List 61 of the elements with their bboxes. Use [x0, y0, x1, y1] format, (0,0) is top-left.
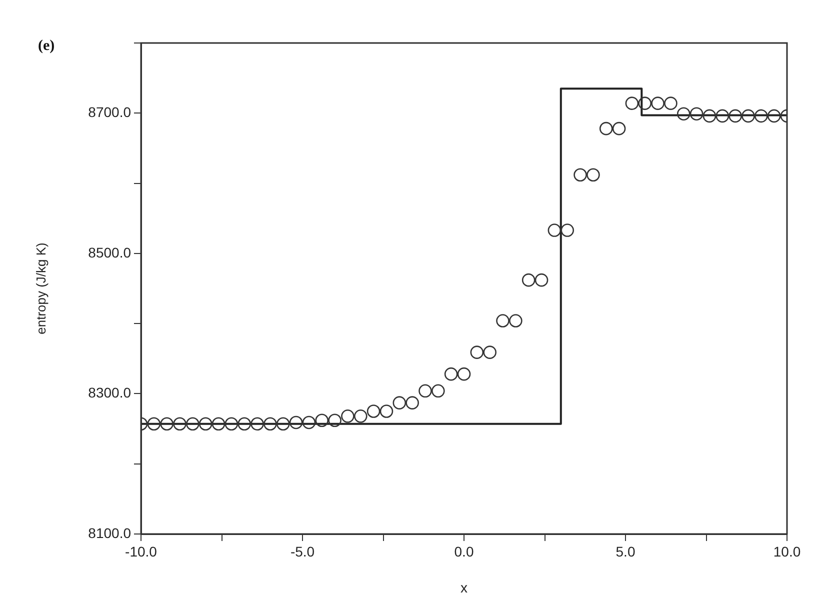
y-tick-label: 8300.0 — [88, 384, 132, 401]
point — [612, 122, 626, 136]
point — [289, 416, 303, 430]
x-tick-label: -10.0 — [125, 543, 158, 560]
point — [198, 417, 212, 431]
y-axis-title: entropy (J/kg K) — [33, 242, 48, 334]
point — [457, 367, 471, 381]
x-axis-title: x — [460, 579, 468, 596]
point — [470, 346, 484, 359]
point — [574, 168, 587, 182]
point — [716, 109, 730, 123]
point — [625, 96, 639, 110]
point — [754, 109, 768, 123]
point — [483, 346, 496, 359]
x-tick-label: 10.0 — [773, 543, 801, 560]
point — [392, 396, 406, 410]
point — [418, 384, 432, 398]
point — [212, 417, 226, 431]
point — [238, 417, 252, 431]
point — [767, 109, 781, 123]
y-tick-label: 8100.0 — [88, 524, 132, 541]
point — [264, 417, 277, 431]
point — [186, 417, 200, 431]
text: (e) — [38, 38, 55, 54]
x-tick-label: 5.0 — [616, 543, 636, 560]
point — [147, 417, 161, 431]
point — [548, 224, 562, 237]
point — [638, 96, 652, 110]
point — [354, 410, 368, 423]
point — [496, 314, 510, 328]
y-tick-label: 8500.0 — [88, 244, 132, 260]
point — [560, 224, 574, 237]
point — [224, 417, 238, 431]
x-tick-label: 0.0 — [454, 543, 474, 560]
point — [599, 122, 613, 136]
point — [366, 404, 380, 418]
point — [676, 107, 690, 120]
point — [444, 367, 458, 381]
point — [276, 417, 290, 431]
point — [509, 314, 522, 328]
point — [406, 396, 419, 410]
point — [315, 414, 329, 428]
point — [702, 109, 716, 123]
point — [742, 109, 755, 123]
point — [728, 109, 742, 123]
point — [341, 410, 354, 423]
point — [302, 416, 316, 430]
point — [328, 414, 342, 428]
point — [380, 404, 394, 418]
point — [651, 96, 664, 110]
x-tick-label: -5.0 — [290, 543, 315, 560]
point — [534, 273, 548, 287]
point — [664, 96, 678, 110]
point — [690, 107, 704, 120]
point — [250, 417, 264, 431]
point — [432, 384, 445, 398]
point — [160, 417, 174, 431]
point — [522, 273, 536, 287]
point — [586, 168, 600, 182]
y-tick-label: 8700.0 — [88, 104, 132, 120]
point — [173, 417, 186, 431]
